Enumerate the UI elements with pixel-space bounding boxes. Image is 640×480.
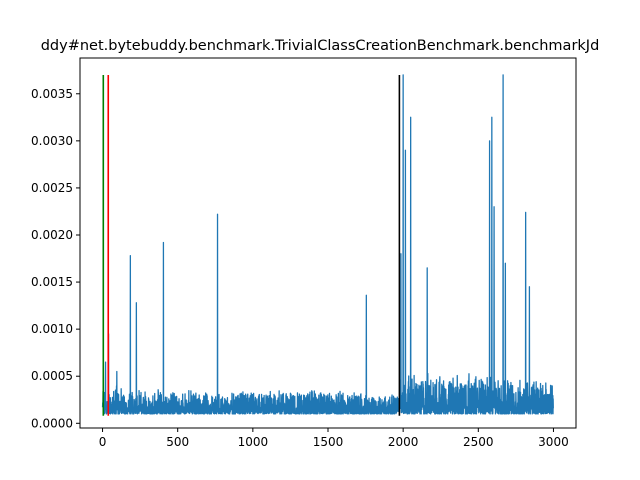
y-tick-label: 0.0000 bbox=[31, 416, 73, 430]
series-line bbox=[101, 74, 554, 415]
vertical-lines-layer bbox=[102, 74, 401, 416]
chart-title: ddy#net.bytebuddy.benchmark.TrivialClass… bbox=[41, 38, 600, 54]
y-tick-label: 0.0015 bbox=[31, 275, 73, 289]
y-tick-label: 0.0010 bbox=[31, 322, 73, 336]
x-tick-label: 3000 bbox=[538, 435, 569, 449]
x-tick-label: 500 bbox=[166, 435, 189, 449]
y-tick-label: 0.0020 bbox=[31, 228, 73, 242]
y-tick-label: 0.0030 bbox=[31, 134, 73, 148]
x-axis: 0 500 1000 1500 2000 2500 3000 bbox=[99, 428, 569, 449]
y-tick-label: 0.0025 bbox=[31, 181, 73, 195]
y-tick-label: 0.0005 bbox=[31, 369, 73, 383]
x-tick-label: 2000 bbox=[388, 435, 419, 449]
y-tick-label: 0.0035 bbox=[31, 87, 73, 101]
x-tick-label: 2500 bbox=[463, 435, 494, 449]
series-layer bbox=[101, 74, 554, 415]
x-tick-label: 0 bbox=[99, 435, 107, 449]
x-tick-label: 1500 bbox=[313, 435, 344, 449]
x-tick-label: 1000 bbox=[238, 435, 269, 449]
y-axis: 0.0000 0.0005 0.0010 0.0015 0.0020 0.0025 0.00… bbox=[31, 87, 80, 430]
